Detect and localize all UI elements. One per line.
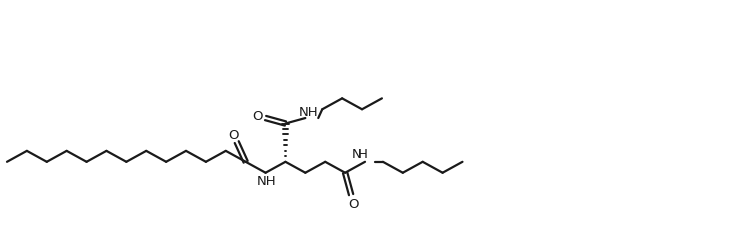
Text: H: H xyxy=(358,148,368,161)
Text: NH: NH xyxy=(257,174,276,187)
Text: O: O xyxy=(348,197,359,210)
Text: O: O xyxy=(229,128,239,141)
Text: NH: NH xyxy=(298,105,318,118)
Text: O: O xyxy=(252,109,263,122)
Text: N: N xyxy=(351,148,361,161)
